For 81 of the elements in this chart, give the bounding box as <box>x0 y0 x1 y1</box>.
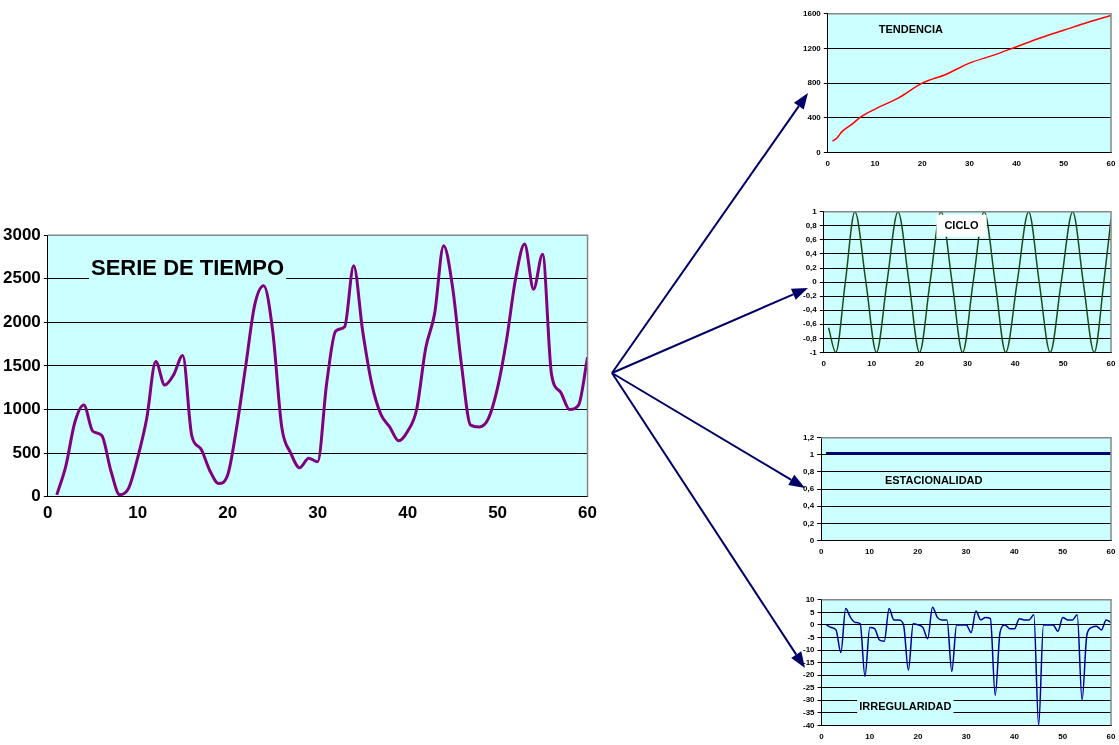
x-tick-label: 20 <box>218 503 238 523</box>
x-tick-label: 40 <box>1009 547 1020 557</box>
y-tick-label: -0,4 <box>802 305 818 315</box>
x-tick-label: 60 <box>1106 547 1116 557</box>
y-tick-label: -35 <box>803 708 816 718</box>
y-tick-label: 0 <box>31 486 41 506</box>
y-tick-label: 1 <box>809 450 815 460</box>
y-tick-label: 0,2 <box>805 263 818 273</box>
y-tick-label: -0,2 <box>802 291 818 301</box>
y-tick-label: 1500 <box>2 355 41 375</box>
x-tick-label: 50 <box>1059 159 1069 169</box>
y-tick-label: 0 <box>810 620 816 630</box>
text: TENDENCIA <box>878 23 943 36</box>
x-tick-label: 20 <box>917 159 928 169</box>
x-tick-label: 40 <box>1010 359 1021 369</box>
y-tick-label: 1 <box>812 207 818 216</box>
x-tick-label: 10 <box>870 159 880 169</box>
y-tick-label: 0 <box>816 147 822 157</box>
x-tick-label: 30 <box>962 359 973 369</box>
x-tick-label: 60 <box>578 503 598 523</box>
x-tick-label: 0 <box>825 159 831 169</box>
y-tick-label: 10 <box>805 595 816 604</box>
y-tick-label: 1600 <box>803 9 822 18</box>
y-tick-label: -0,6 <box>802 319 818 329</box>
y-tick-label: -10 <box>803 645 816 655</box>
x-tick-label: 30 <box>308 503 328 523</box>
x-tick-label: 40 <box>1012 159 1022 169</box>
y-tick-label: 400 <box>807 112 822 122</box>
x-tick-label: 10 <box>865 732 875 742</box>
x-tick-label: 60 <box>1106 732 1116 742</box>
y-tick-label: 0,2 <box>803 518 815 528</box>
x-tick-label: 10 <box>867 359 877 369</box>
y-tick-label: -0,8 <box>802 333 818 343</box>
y-tick-label: 5 <box>810 607 816 617</box>
y-tick-label: 1000 <box>2 399 41 419</box>
x-tick-label: 40 <box>398 503 418 523</box>
y-tick-label: -20 <box>803 670 816 680</box>
y-tick-label: 0 <box>812 277 818 287</box>
x-tick-label: 30 <box>964 159 975 169</box>
y-tick-label: 3000 <box>2 224 41 244</box>
y-tick-label: 0,6 <box>805 235 818 245</box>
y-tick-label: -15 <box>803 657 816 667</box>
x-tick-label: 50 <box>1058 359 1069 369</box>
x-tick-label: 50 <box>1058 732 1068 742</box>
y-tick-label: 500 <box>12 442 41 462</box>
x-tick-label: 30 <box>961 732 972 742</box>
y-tick-label: 2500 <box>2 268 41 288</box>
line-series <box>827 211 1111 353</box>
text: SERIE DE TIEMPO <box>91 255 285 281</box>
x-tick-label: 10 <box>864 547 875 557</box>
text: CICLO <box>944 218 980 231</box>
y-tick-label: -25 <box>803 682 816 692</box>
x-tick-label: 60 <box>1106 159 1116 169</box>
y-tick-label: 0 <box>809 535 815 545</box>
y-tick-label: 0,8 <box>805 221 818 231</box>
line-series <box>825 606 1111 726</box>
y-tick-label: -1 <box>809 347 818 357</box>
y-tick-label: 0,6 <box>803 484 815 494</box>
x-tick-label: 50 <box>488 503 508 523</box>
line-series <box>55 242 588 497</box>
x-tick-label: 50 <box>1058 547 1068 557</box>
y-tick-label: 0,8 <box>803 467 815 477</box>
y-tick-label: 0,4 <box>805 249 818 259</box>
x-tick-label: 10 <box>128 503 148 523</box>
x-tick-label: 20 <box>913 547 923 557</box>
y-tick-label: 1,2 <box>803 433 815 442</box>
text: IRREGULARIDAD <box>859 699 952 712</box>
x-tick-label: 20 <box>915 359 925 369</box>
text: ESTACIONALIDAD <box>884 473 983 486</box>
y-tick-label: 800 <box>807 78 822 88</box>
x-tick-label: 40 <box>1010 732 1020 742</box>
y-tick-label: 0,4 <box>803 501 815 511</box>
y-tick-label: -30 <box>803 695 816 705</box>
x-tick-label: 30 <box>961 547 972 557</box>
line-series <box>831 14 1111 142</box>
y-tick-label: -40 <box>803 720 816 730</box>
y-tick-label: -5 <box>807 632 816 642</box>
x-tick-label: 60 <box>1106 359 1116 369</box>
y-tick-label: 2000 <box>2 312 41 332</box>
x-tick-label: 20 <box>913 732 924 742</box>
y-tick-label: 1200 <box>803 43 822 53</box>
